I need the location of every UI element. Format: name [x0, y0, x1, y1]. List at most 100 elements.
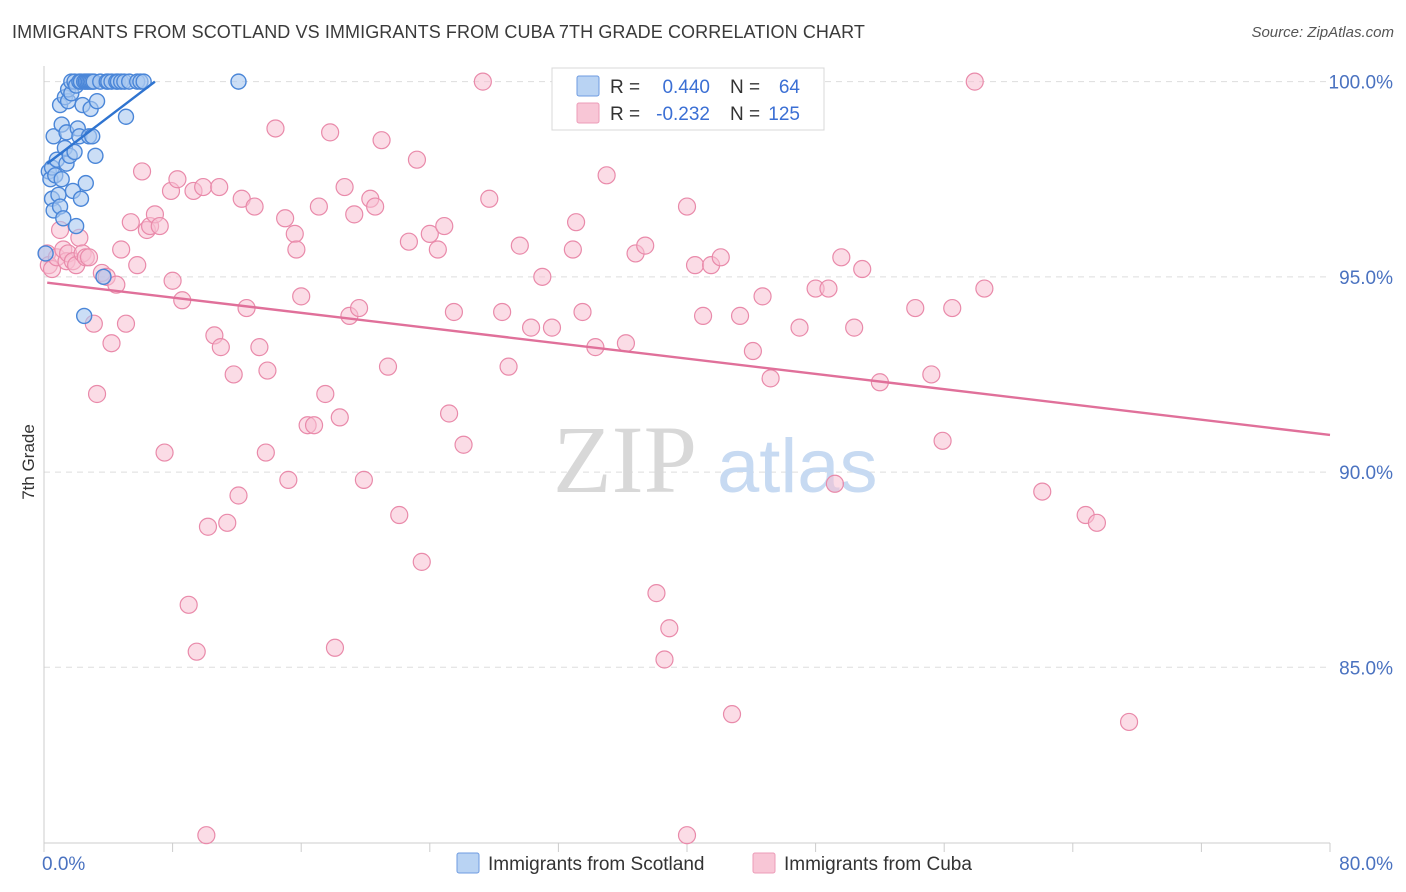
cuba-point-75	[407, 150, 427, 169]
stats-swatch-cuba	[576, 102, 600, 124]
cuba-point-108	[722, 705, 742, 724]
cuba-point-103	[677, 197, 697, 216]
cuba-points	[38, 72, 1139, 845]
scotland-points	[37, 73, 247, 325]
cuba-point-31	[163, 271, 182, 290]
chart-title: IMMIGRANTS FROM SCOTLAND VS IMMIGRANTS F…	[12, 22, 865, 42]
cuba-point-88	[521, 318, 541, 337]
cuba-point-48	[250, 338, 269, 357]
cuba-point-70	[366, 197, 385, 216]
cuba-point-118	[845, 318, 864, 337]
scotland-point-37	[77, 174, 94, 192]
cuba-point-129	[1087, 513, 1107, 532]
cuba-point-86	[499, 357, 518, 376]
y-tick-label-0: 100.0%	[1329, 73, 1394, 94]
cuba-point-55	[287, 240, 306, 259]
cuba-point-42	[218, 513, 237, 532]
cuba-point-13	[79, 248, 99, 267]
cuba-point-51	[266, 119, 285, 138]
cuba-point-112	[761, 369, 780, 388]
cuba-point-97	[616, 334, 636, 353]
cuba-point-63	[330, 408, 349, 427]
legend-label-cuba: Immigrants from Cuba	[784, 854, 972, 875]
cuba-point-19	[107, 275, 126, 294]
cuba-point-115	[819, 279, 838, 298]
cuba-point-113	[790, 318, 809, 337]
cuba-point-58	[304, 416, 324, 435]
scotland-point-35	[75, 307, 93, 325]
cuba-point-32	[168, 170, 187, 189]
cuba-point-84	[480, 189, 499, 208]
cuba-point-117	[832, 248, 851, 267]
cuba-point-92	[563, 240, 582, 259]
cuba-point-132	[197, 826, 216, 845]
legend-swatch-cuba	[752, 852, 776, 874]
cuba-point-62	[325, 638, 345, 657]
cuba-point-101	[655, 650, 674, 669]
cuba-point-89	[533, 267, 552, 286]
cuba-point-130	[1119, 712, 1139, 732]
cuba-point-85	[493, 302, 512, 322]
cuba-point-59	[309, 197, 328, 216]
cuba-point-122	[922, 365, 941, 384]
cuba-point-82	[454, 435, 473, 454]
cuba-point-60	[316, 384, 335, 404]
cuba-point-99	[636, 236, 655, 255]
scotland-point-14	[55, 210, 72, 227]
stats-n-value-scotland: 64	[779, 77, 801, 98]
cuba-point-22	[121, 213, 140, 232]
y-tick-label-2: 90.0%	[1339, 463, 1393, 484]
cuba-point-47	[245, 197, 264, 216]
cuba-point-24	[132, 162, 152, 181]
cuba-point-61	[321, 123, 340, 142]
source-label: Source: ZipAtlas.com	[1251, 24, 1394, 41]
cuba-point-44	[229, 486, 248, 505]
cuba-point-121	[906, 298, 925, 318]
cuba-point-54	[285, 224, 304, 243]
cuba-point-34	[179, 595, 198, 614]
cuba-point-49	[256, 443, 275, 462]
stats-legend: R = 0.440 N = 64 R = -0.232 N = 125	[551, 67, 825, 131]
cuba-point-83	[473, 72, 492, 91]
x-tick-labels: 0.0% 80.0%	[42, 854, 1393, 875]
cuba-point-127	[1033, 482, 1052, 501]
cuba-point-56	[292, 287, 311, 306]
cuba-point-66	[345, 205, 364, 224]
cuba-point-64	[335, 177, 354, 197]
cuba-point-53	[279, 470, 298, 489]
cuba-trend-line	[47, 281, 1331, 437]
cuba-point-71	[372, 131, 391, 150]
cuba-point-67	[349, 298, 369, 318]
cuba-point-87	[510, 236, 529, 255]
cuba-point-36	[187, 642, 206, 661]
scotland-point-0	[37, 245, 54, 262]
cuba-point-50	[258, 361, 277, 380]
cuba-point-76	[412, 552, 431, 571]
cuba-point-105	[693, 306, 713, 325]
cuba-point-116	[825, 474, 844, 493]
trend-lines	[46, 80, 1331, 437]
stats-r-value-cuba: -0.232	[656, 104, 710, 125]
legend-label-scotland: Immigrants from Scotland	[488, 854, 704, 875]
cuba-point-93	[566, 213, 586, 232]
cuba-point-72	[378, 357, 398, 376]
cuba-point-40	[210, 177, 229, 197]
cuba-point-111	[753, 287, 772, 306]
cuba-point-18	[102, 334, 121, 353]
cuba-point-38	[198, 517, 218, 536]
cuba-point-37	[194, 177, 213, 197]
cuba-point-107	[711, 248, 730, 267]
cuba-point-94	[573, 302, 592, 322]
scotland-point-13	[53, 171, 70, 188]
cuba-point-78	[428, 240, 447, 259]
cuba-point-100	[647, 584, 666, 603]
cuba-point-131	[677, 826, 697, 845]
cuba-point-23	[128, 256, 147, 275]
watermark-atlas: atlas	[717, 424, 878, 509]
stats-n-label-cuba: N =	[730, 104, 760, 125]
cuba-point-52	[276, 209, 295, 228]
scotland-point-27	[67, 217, 85, 235]
scotland-point-48	[88, 92, 106, 110]
scotland-point-32	[72, 190, 90, 207]
